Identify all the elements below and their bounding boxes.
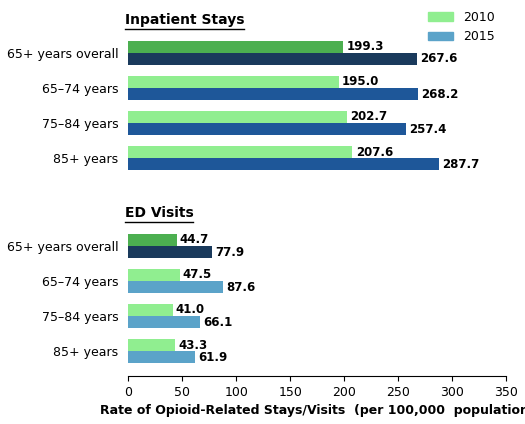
Text: 77.9: 77.9 — [216, 245, 245, 259]
Text: 287.7: 287.7 — [442, 158, 479, 171]
Text: 195.0: 195.0 — [342, 75, 380, 88]
Bar — [128, 75, 339, 88]
Bar — [128, 146, 352, 158]
Text: ED Visits: ED Visits — [124, 206, 193, 220]
Text: 202.7: 202.7 — [350, 110, 387, 123]
Text: 47.5: 47.5 — [183, 268, 212, 282]
Bar — [128, 351, 195, 363]
Text: 61.9: 61.9 — [198, 351, 228, 364]
Bar — [128, 88, 418, 100]
Text: 207.6: 207.6 — [355, 145, 393, 159]
Text: 257.4: 257.4 — [410, 123, 447, 136]
Text: 199.3: 199.3 — [346, 40, 384, 53]
Bar — [128, 339, 175, 351]
Bar — [128, 41, 343, 53]
Bar — [128, 158, 439, 170]
Text: Inpatient Stays: Inpatient Stays — [124, 13, 244, 27]
Text: 44.7: 44.7 — [180, 233, 209, 246]
Bar — [128, 316, 200, 329]
X-axis label: Rate of Opioid-Related Stays/Visits  (per 100,000  population): Rate of Opioid-Related Stays/Visits (per… — [100, 404, 525, 417]
Bar — [128, 246, 213, 258]
Text: 268.2: 268.2 — [421, 88, 458, 100]
Bar — [128, 53, 417, 65]
Bar — [128, 234, 176, 246]
Bar — [128, 123, 406, 135]
Legend: 2010, 2015: 2010, 2015 — [423, 6, 500, 48]
Text: 43.3: 43.3 — [178, 339, 207, 351]
Text: 267.6: 267.6 — [421, 53, 458, 65]
Text: 87.6: 87.6 — [226, 281, 255, 294]
Bar — [128, 269, 180, 281]
Text: 41.0: 41.0 — [176, 304, 205, 316]
Bar — [128, 304, 173, 316]
Bar — [128, 281, 223, 293]
Bar — [128, 111, 347, 123]
Text: 66.1: 66.1 — [203, 316, 232, 329]
